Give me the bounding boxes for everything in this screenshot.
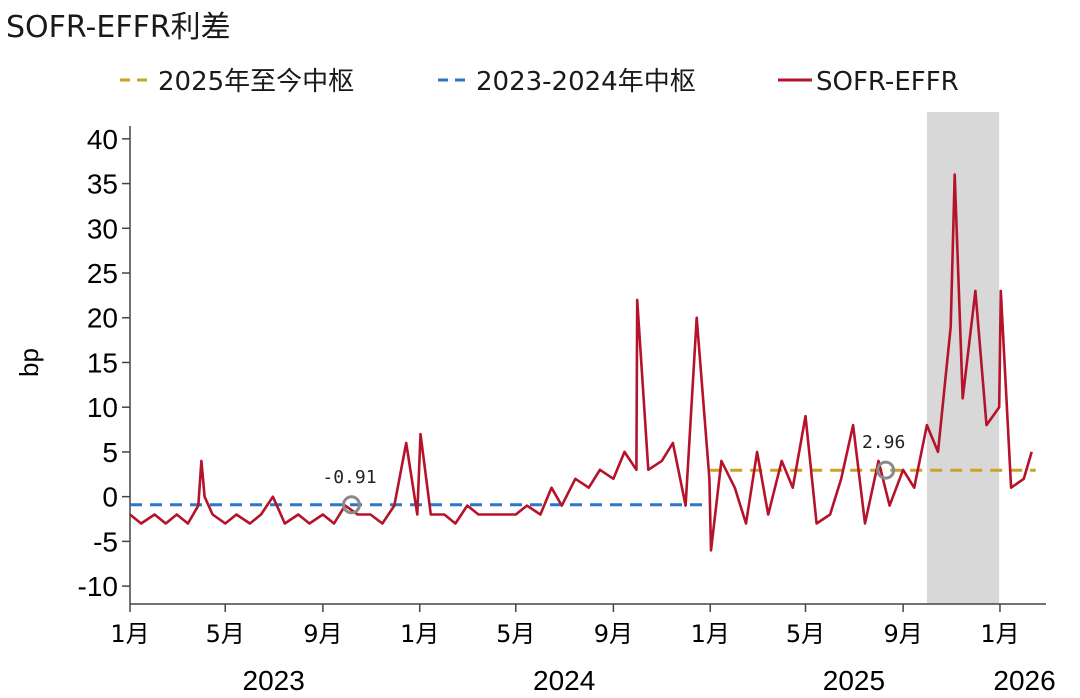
legend-label-0: 2025年至今中枢 <box>158 67 354 97</box>
annotation-label: -0.91 <box>322 467 376 488</box>
y-tick-label: 30 <box>87 213 118 244</box>
year-label: 2025 <box>823 665 885 696</box>
annotation-label: 2.96 <box>862 432 905 453</box>
series-layer <box>129 173 1036 552</box>
legend-label-1: 2023-2024年中枢 <box>476 67 696 97</box>
y-tick-label: 0 <box>102 482 118 513</box>
year-label: 2026 <box>993 665 1055 696</box>
legend-label-2: SOFR-EFFR <box>816 67 959 97</box>
x-tick-label: 9月 <box>303 620 342 648</box>
x-tick-label: 5月 <box>786 620 825 648</box>
x-tick-label: 1月 <box>980 620 1019 648</box>
x-tick-label: 5月 <box>206 620 245 648</box>
shade-layer <box>926 112 1000 604</box>
y-tick-label: 35 <box>87 169 118 200</box>
x-tick-label: 5月 <box>496 620 535 648</box>
y-tick-label: 20 <box>87 303 118 334</box>
x-tick-label: 9月 <box>883 620 922 648</box>
annot-layer: -0.91 2.96 <box>322 432 905 515</box>
x-tick-label: 1月 <box>110 620 149 648</box>
series-line-2 <box>129 173 1033 552</box>
year-label: 2024 <box>533 665 595 696</box>
x-tick-label: 1月 <box>400 620 439 648</box>
annotation-marker <box>341 495 361 515</box>
y-tick-label: 10 <box>87 392 118 423</box>
y-tick-label: 40 <box>87 124 118 155</box>
y-tick-label: 5 <box>102 437 118 468</box>
x-tick-label: 1月 <box>691 620 730 648</box>
year-label: 2023 <box>243 665 305 696</box>
y-axis-label: bp <box>14 348 44 377</box>
x-tick-label: 9月 <box>594 620 633 648</box>
y-tick-label: 25 <box>87 258 118 289</box>
y-tick-label: -5 <box>93 526 118 557</box>
chart-title: SOFR-EFFR利差 <box>6 10 231 45</box>
annotation-marker <box>876 460 896 480</box>
legend: 2025年至今中枢 2023-2024年中枢 SOFR-EFFR <box>120 67 959 97</box>
y-tick-label: -10 <box>78 571 118 602</box>
y-tick-label: 15 <box>87 347 118 378</box>
shaded-region <box>926 112 1000 604</box>
